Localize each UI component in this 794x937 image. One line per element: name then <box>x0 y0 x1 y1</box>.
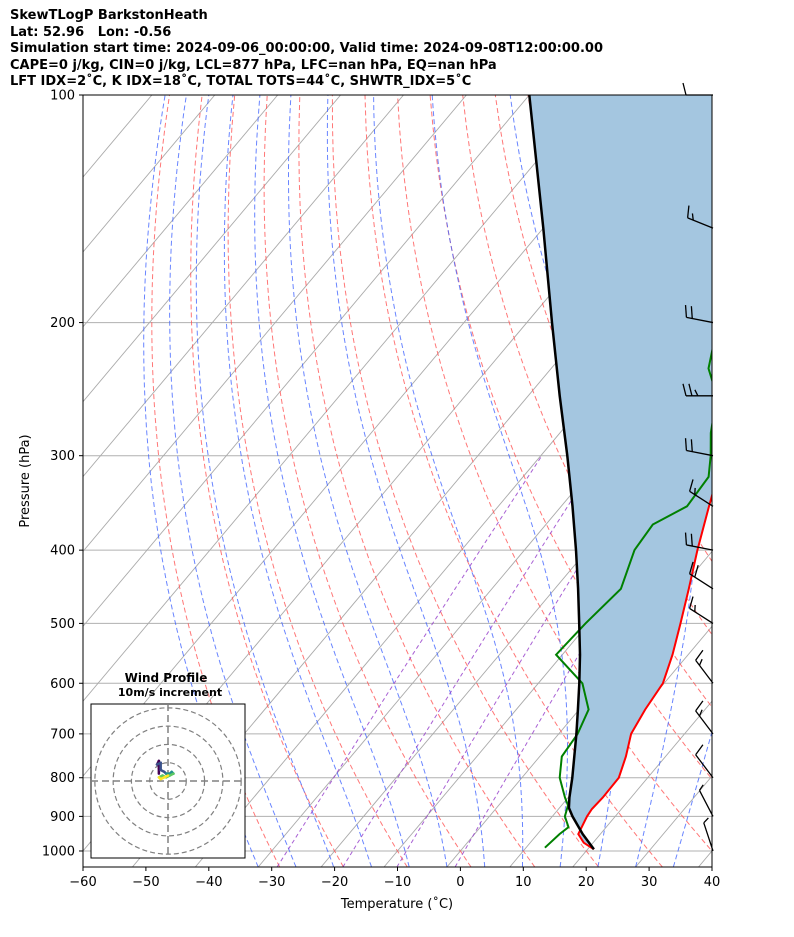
moist-adiabat-line <box>195 95 335 867</box>
dewpoint-line <box>544 346 712 849</box>
x-tick-label: −30 <box>258 875 285 890</box>
wind-barb <box>695 744 714 779</box>
cape-shading <box>529 95 712 850</box>
wind-barb <box>682 383 713 397</box>
isotherm-line <box>194 251 712 867</box>
x-tick-label: 30 <box>641 875 658 890</box>
mixing-ratio-line <box>396 455 648 867</box>
y-tick-label: 1000 <box>42 844 75 859</box>
dry-adiabat-line <box>789 95 794 867</box>
y-axis-label: Pressure (hPa) <box>18 434 33 527</box>
y-tick-label: 600 <box>50 677 75 692</box>
y-tick-label: 300 <box>50 449 75 464</box>
wind-barb <box>703 817 714 852</box>
mixing-ratio-line <box>342 455 601 867</box>
title-indices-1: CAPE=0 j/kg, CIN=0 j/kg, LCL=877 hPa, LF… <box>10 57 497 73</box>
shaded-region <box>529 95 712 850</box>
y-tick-label: 100 <box>50 89 75 104</box>
x-tick-label: −60 <box>69 875 96 890</box>
dry-adiabat-line <box>190 95 344 867</box>
isotherm-line <box>83 95 593 702</box>
x-tick-label: −10 <box>384 875 411 890</box>
axis-ticks: −60 −50 −40 −30 −20 −10 0 10 20 30 40 100 200 300 400 5… <box>42 89 720 891</box>
x-tick-label: −40 <box>195 875 222 890</box>
wind-barb <box>688 596 714 624</box>
y-tick-label: 200 <box>50 316 75 331</box>
temperature-line <box>577 492 712 851</box>
wind-barb <box>698 784 714 817</box>
dry-adiabat-line <box>263 95 472 867</box>
title-times: Simulation start time: 2024-09-06_00:00:… <box>10 41 603 56</box>
isotherm-line <box>698 850 712 867</box>
x-tick-label: −50 <box>132 875 159 890</box>
hodograph-segment <box>163 774 170 779</box>
inset-title: Wind Profile <box>125 671 208 685</box>
wind-barb <box>684 304 714 324</box>
isotherm-line <box>83 95 467 553</box>
isotherm-line <box>83 95 341 403</box>
wind-barb <box>688 479 714 507</box>
moist-adiabat-line <box>326 95 486 867</box>
wind-barb <box>695 649 714 684</box>
dry-adiabat-line <box>723 95 794 867</box>
isotherm-line <box>83 95 404 478</box>
wind-barb <box>686 205 714 229</box>
y-tick-label: 400 <box>50 544 75 559</box>
moist-adiabat-line <box>223 95 372 867</box>
moist-adiabat-line <box>254 95 410 867</box>
x-tick-label: 40 <box>704 875 721 890</box>
y-tick-label: 500 <box>50 617 75 632</box>
dry-adiabat-line <box>364 95 663 867</box>
dry-adiabat-line <box>462 95 712 708</box>
moist-adiabat-line <box>169 95 297 867</box>
isotherm-line <box>83 95 216 253</box>
moist-adiabat-line <box>373 95 524 867</box>
parcel-line <box>528 95 595 851</box>
title-station: SkewTLogP BarkstonHeath <box>10 8 208 23</box>
title-indices-2: LFT IDX=2˚C, K IDX=18˚C, TOTAL TOTS=44˚C… <box>10 74 472 89</box>
profiles <box>528 95 712 851</box>
wind-barb <box>684 438 714 457</box>
inset-subtitle: 10m/s increment <box>118 686 222 699</box>
dry-adiabat-line <box>298 95 536 867</box>
title-latlon: Lat: 52.96 Lon: -0.56 <box>10 24 172 40</box>
wind-barb <box>688 561 714 590</box>
isotherm-line <box>446 550 712 867</box>
wind-profile-inset: Wind Profile 10m/s increment <box>90 671 246 859</box>
chart-title-block: SkewTLogP BarkstonHeath Lat: 52.96 Lon: … <box>10 8 603 91</box>
isotherm-line <box>83 95 279 328</box>
moist-adiabat-line <box>288 95 448 867</box>
x-tick-label: −20 <box>321 875 348 890</box>
dry-adiabat-line <box>756 95 794 867</box>
isotherm-line <box>83 95 530 627</box>
wind-barb <box>682 82 713 96</box>
isotherm-line <box>257 326 712 867</box>
x-tick-label: 0 <box>456 875 464 890</box>
isotherm-line <box>572 700 712 867</box>
y-tick-label: 700 <box>50 727 75 742</box>
y-tick-label: 800 <box>50 771 75 786</box>
dry-adiabat-line <box>331 95 599 867</box>
dry-adiabat-line <box>151 95 281 867</box>
x-tick-label: 10 <box>515 875 532 890</box>
mixing-ratio-line <box>276 455 543 867</box>
wind-barb <box>695 700 714 735</box>
dry-adiabat-line <box>397 95 712 852</box>
wind-barbs <box>682 82 714 852</box>
x-axis-label: Temperature (˚C) <box>340 896 453 912</box>
x-tick-label: 20 <box>578 875 595 890</box>
y-tick-label: 900 <box>50 810 75 825</box>
isotherm-line <box>761 95 794 867</box>
wind-barb <box>684 532 714 551</box>
